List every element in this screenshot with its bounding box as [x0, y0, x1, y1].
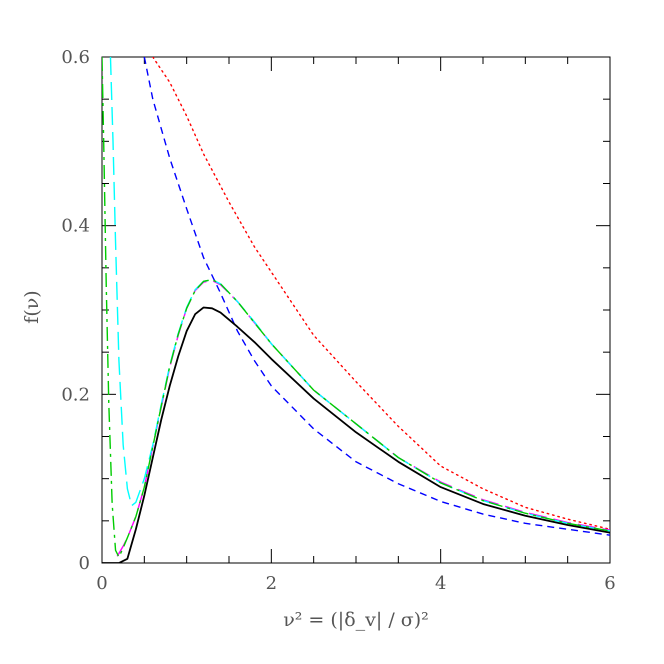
- x-tick-label: 6: [604, 573, 615, 594]
- x-tick-label: 4: [435, 573, 446, 594]
- x-tick-label: 2: [266, 573, 277, 594]
- series-layer: [102, 57, 610, 563]
- series-line-5: [102, 57, 610, 558]
- series-line-3: [116, 279, 610, 557]
- y-tick-label: 0: [79, 553, 90, 574]
- x-axis-label: ν² = (|δ_v| / σ)²: [283, 609, 429, 631]
- axis-ticks: [101, 56, 611, 564]
- tick-labels: 0 2 4 6 0 0.2 0.4 0.6: [61, 47, 615, 594]
- series-line-4: [109, 57, 610, 532]
- series-line-1: [152, 57, 610, 530]
- series-line-2: [143, 57, 610, 536]
- y-tick-label: 0.6: [61, 47, 90, 68]
- x-tick-label: 0: [96, 573, 107, 594]
- series-line-6: [102, 306, 610, 563]
- plot-frame: [101, 56, 611, 564]
- y-tick-label: 0.2: [61, 384, 90, 405]
- y-axis-label: f(ν): [21, 290, 43, 323]
- y-tick-label: 0.4: [61, 216, 90, 237]
